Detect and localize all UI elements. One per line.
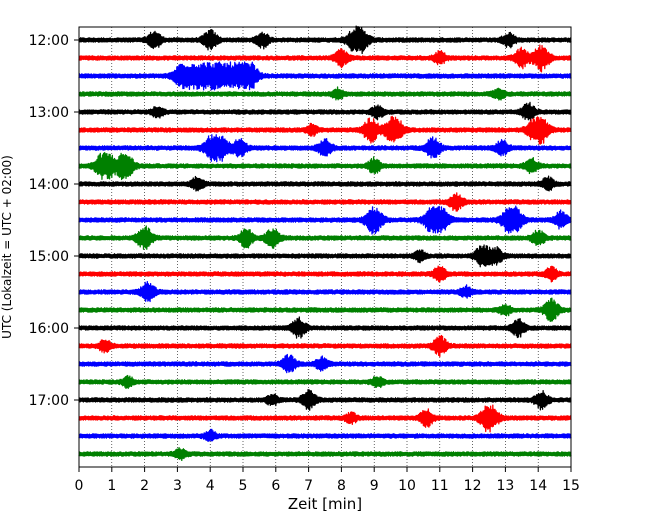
- y-tick-label: 15:00: [29, 249, 69, 265]
- trace-row-1715: [78, 404, 572, 433]
- x-axis-label: Zeit [min]: [288, 495, 362, 513]
- x-tick-label: 9: [370, 478, 379, 494]
- trace-row-1745: [78, 447, 572, 462]
- trace-row-1330: [78, 134, 572, 163]
- x-tick-label: 15: [562, 478, 580, 494]
- trace-row-1645: [78, 374, 572, 390]
- trace-row-1215: [78, 44, 572, 73]
- trace-row-1200: [78, 25, 572, 55]
- trace-row-1730: [78, 428, 572, 443]
- trace-row-1245: [78, 86, 572, 101]
- y-axis-label: UTC (Lokalzeit = UTC + 02:00): [0, 155, 14, 339]
- trace-row-1300: [78, 101, 572, 122]
- trace-row-1530: [78, 280, 572, 303]
- x-tick-label: 3: [173, 478, 182, 494]
- seismogram-traces: [78, 25, 572, 462]
- x-tick-label: 5: [239, 478, 248, 494]
- y-tick-label: 16:00: [29, 321, 69, 337]
- trace-row-1430: [78, 205, 572, 235]
- x-tick-label: 12: [464, 478, 482, 494]
- y-tick-label: 14:00: [29, 177, 69, 193]
- plot-frame: [78, 26, 572, 468]
- x-tick-label: 14: [529, 478, 547, 494]
- x-tick-label: 11: [431, 478, 449, 494]
- trace-row-1345: [78, 152, 572, 181]
- x-tick-label: 8: [337, 478, 346, 494]
- x-tick-label: 7: [304, 478, 313, 494]
- x-tick-label: 0: [75, 478, 84, 494]
- x-tick-label: 4: [206, 478, 215, 494]
- x-tick-label: 10: [398, 478, 416, 494]
- trace-row-1545: [78, 297, 572, 322]
- trace-row-1515: [78, 265, 572, 283]
- trace-row-1500: [78, 244, 572, 268]
- trace-row-1600: [78, 316, 572, 339]
- y-axis: 12:00 13:00 14:00 15:00 16:00 17:00: [29, 33, 79, 409]
- x-tick-label: 1: [107, 478, 116, 494]
- x-tick-label: 6: [271, 478, 280, 494]
- trace-row-1615: [78, 334, 572, 358]
- y-tick-label: 12:00: [29, 33, 69, 49]
- trace-row-1400: [78, 175, 572, 192]
- y-tick-label: 13:00: [29, 105, 69, 121]
- trace-row-1630: [78, 353, 572, 374]
- trace-row-1415: [78, 192, 572, 212]
- trace-row-1445: [78, 225, 572, 250]
- trace-row-1230: [78, 61, 572, 91]
- trace-row-1700: [78, 389, 572, 411]
- y-tick-label: 17:00: [29, 393, 69, 409]
- x-axis: 0 1 2 3 4 5 6 7 8 9 10 11 12 13 14 15: [75, 467, 580, 494]
- x-tick-label: 2: [140, 478, 149, 494]
- x-tick-label: 13: [496, 478, 514, 494]
- trace-row-1315: [78, 115, 572, 145]
